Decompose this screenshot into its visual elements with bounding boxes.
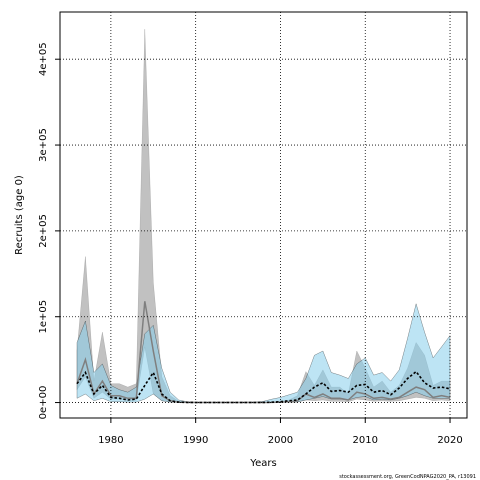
y-axis: 0e+00 1e+05 2e+05 3e+05 4e+05	[38, 42, 60, 419]
series-line-1	[76, 370, 451, 404]
confidence-bands	[76, 29, 451, 403]
y-tick-label-1: 1e+05	[38, 300, 49, 334]
plot-frame	[59, 11, 468, 419]
y-tick-label-4: 4e+05	[38, 42, 49, 76]
x-axis-title: Years	[249, 458, 276, 469]
x-tick-label-0: 1980	[98, 435, 123, 446]
band-0	[76, 29, 451, 403]
x-tick-label-2: 2000	[268, 435, 293, 446]
y-tick-label-3: 3e+05	[38, 128, 49, 162]
y-tick-label-0: 0e+00	[38, 386, 49, 420]
series-lines	[76, 301, 451, 404]
x-tick-label-1: 1990	[183, 435, 208, 446]
x-axis: 1980 1990 2000 2010 2020	[98, 418, 463, 446]
y-tick-label-2: 2e+05	[38, 214, 49, 248]
x-tick-label-3: 2010	[353, 435, 378, 446]
grid-lines	[60, 12, 467, 418]
y-axis-title: Recruits (age 0)	[14, 175, 25, 255]
x-tick-label-4: 2020	[437, 435, 462, 446]
credit-text: stockassessment.org, GreenCodNPAG2020_PA…	[339, 474, 476, 480]
